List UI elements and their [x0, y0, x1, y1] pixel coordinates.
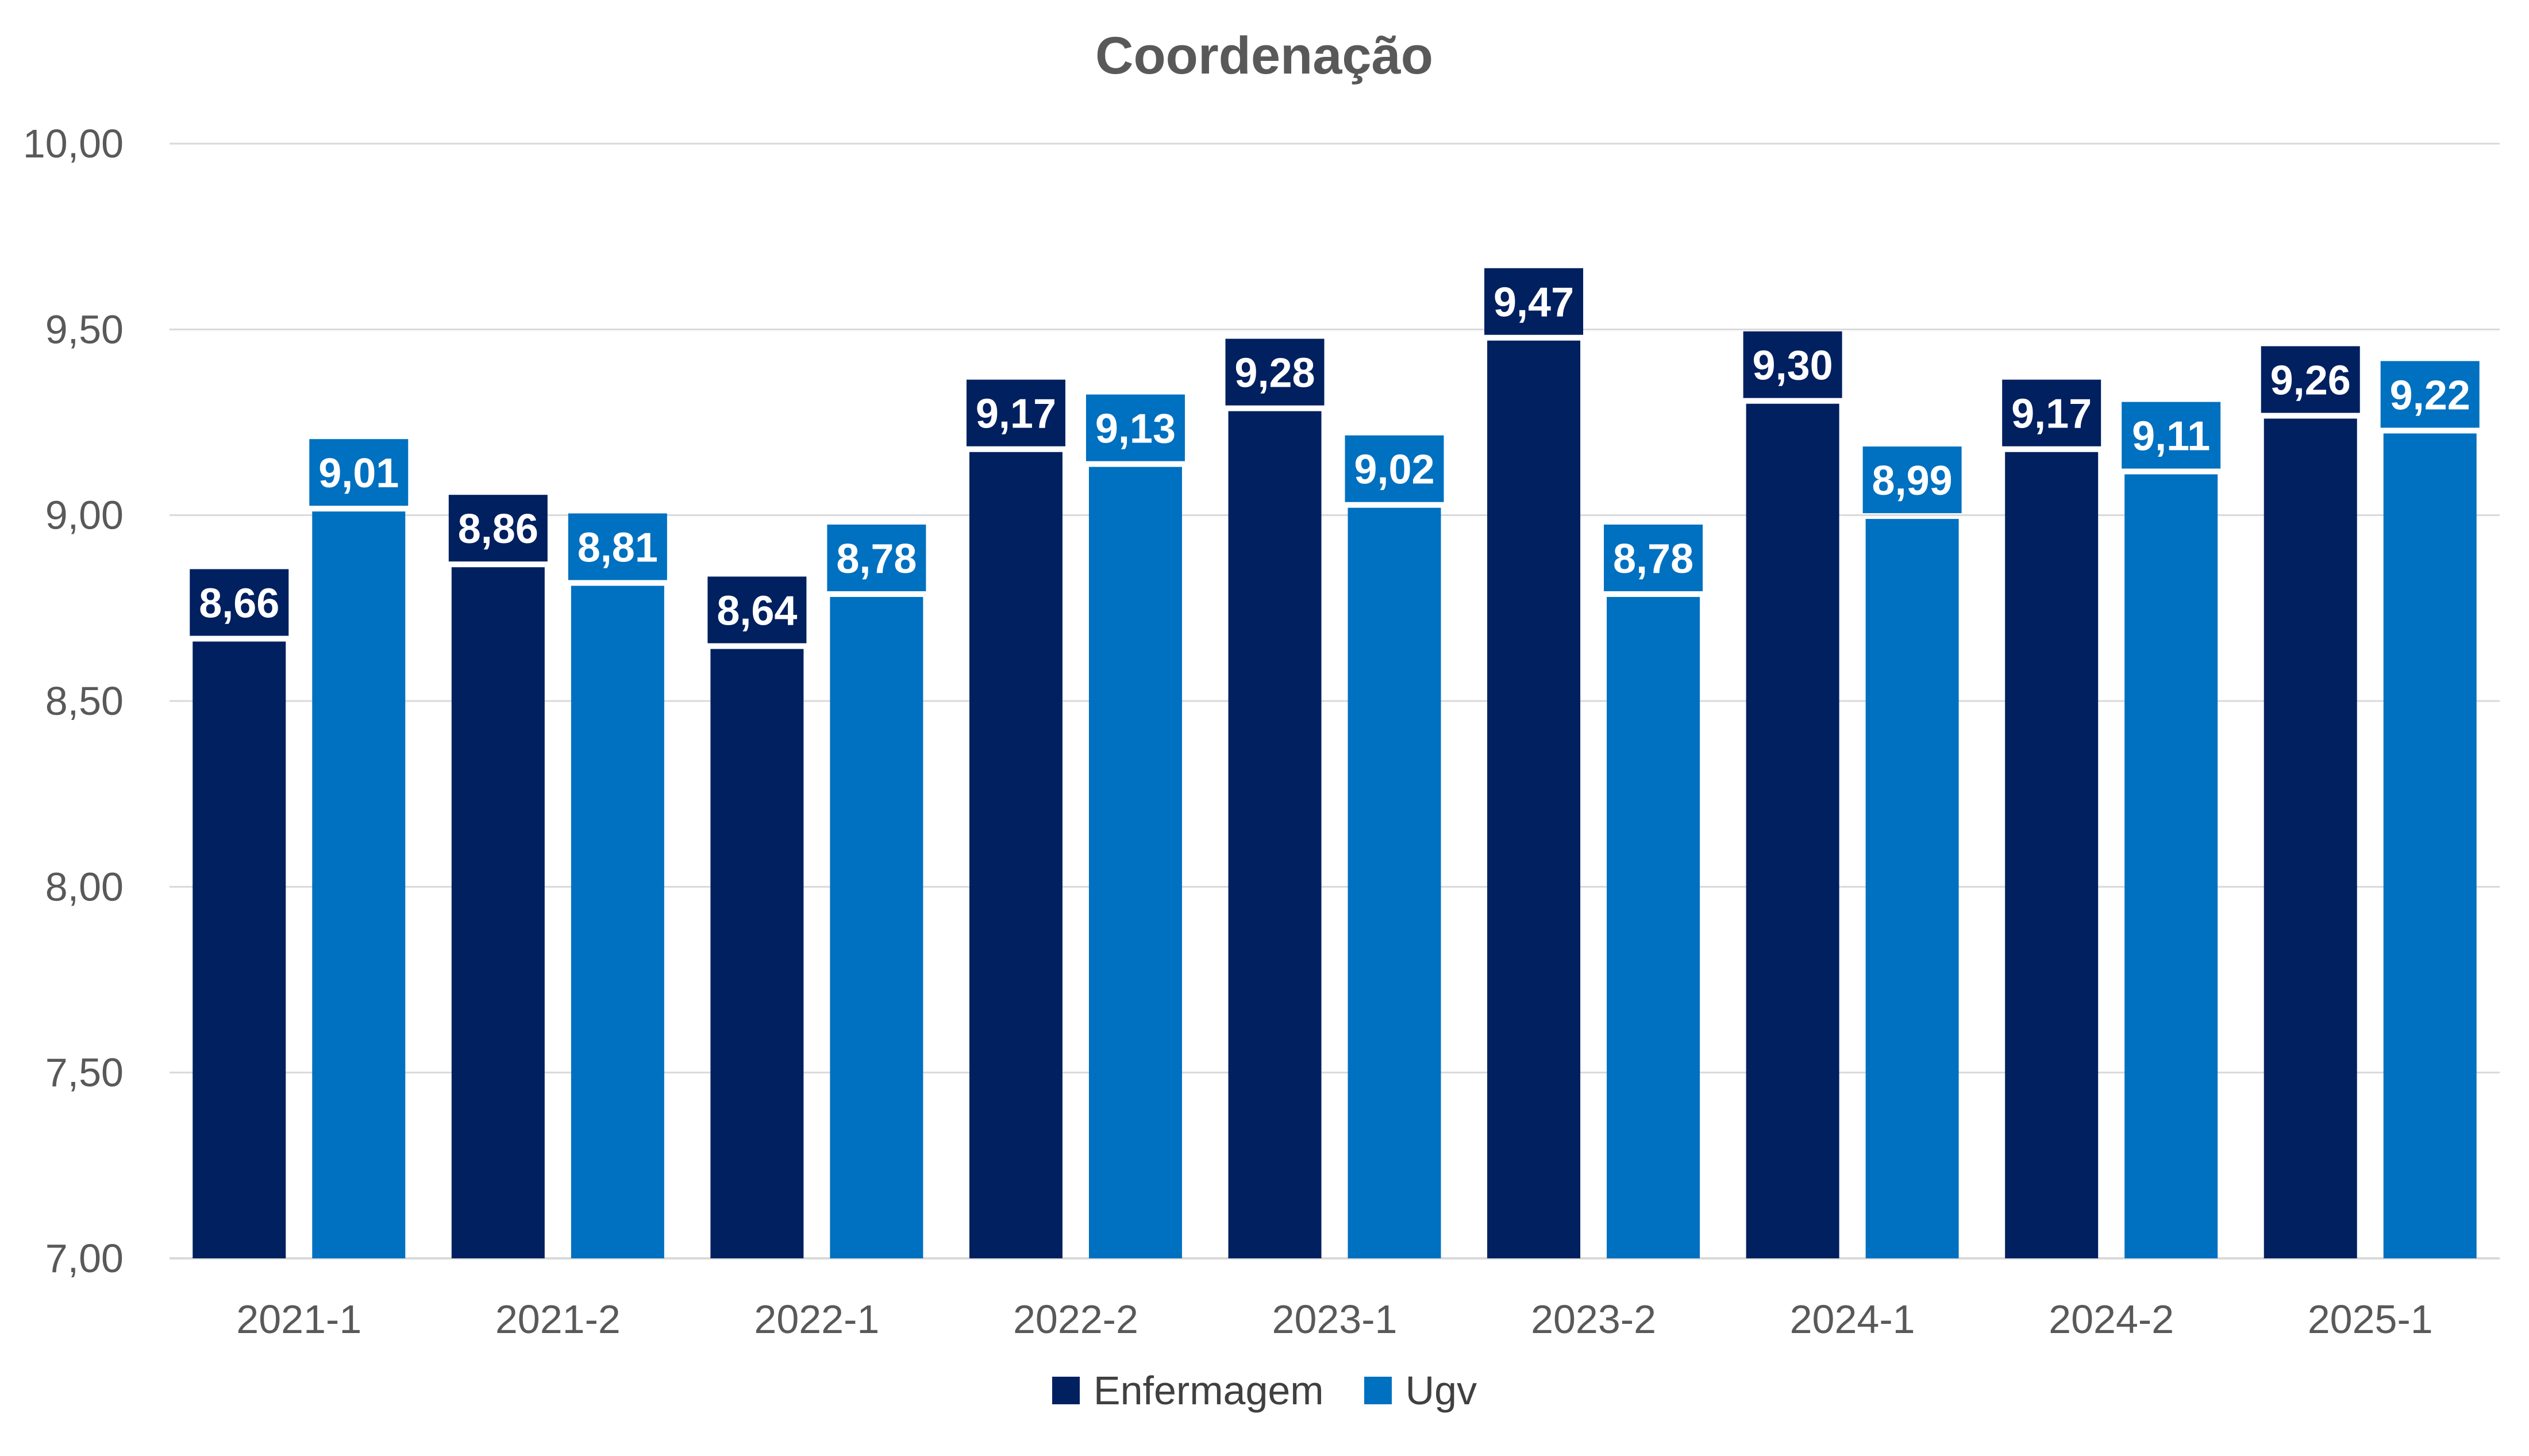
y-tick-label: 9,50 [45, 307, 124, 352]
x-tick-label: 2023-2 [1531, 1297, 1656, 1342]
x-tick-label: 2022-1 [754, 1297, 879, 1342]
y-tick-label: 7,50 [45, 1050, 124, 1095]
bar-enfermagem [710, 649, 804, 1258]
data-label-box [1225, 338, 1325, 406]
data-label: 8,99 [1872, 458, 1953, 504]
bar-ugv [2124, 474, 2218, 1258]
x-tick-label: 2021-2 [495, 1297, 621, 1342]
x-tick-label: 2021-1 [236, 1297, 361, 1342]
data-label-box [2002, 379, 2101, 446]
bar-enfermagem [1746, 403, 1839, 1258]
legend-swatch-enfermagem [1052, 1377, 1080, 1404]
data-label: 9,26 [2270, 358, 2351, 404]
data-label-box [1604, 524, 1703, 591]
legend-item-enfermagem: Enfermagem [1052, 1368, 1324, 1413]
data-label: 8,78 [1613, 536, 1693, 582]
bar-enfermagem [451, 567, 545, 1259]
gridlines [170, 142, 2500, 1259]
legend-label-enfermagem: Enfermagem [1093, 1368, 1324, 1413]
bar-enfermagem [1487, 340, 1581, 1258]
bar-ugv [1088, 467, 1182, 1258]
bars [193, 340, 2477, 1259]
data-label-box [707, 576, 807, 644]
bar-ugv [2383, 433, 2477, 1258]
y-tick-label: 10,00 [23, 121, 124, 166]
bar-enfermagem [969, 452, 1063, 1258]
data-label-box [568, 513, 667, 580]
y-tick-label: 8,00 [45, 864, 124, 909]
data-label-box [1345, 435, 1444, 502]
legend: Enfermagem Ugv [0, 1368, 2529, 1413]
data-label-box [190, 569, 289, 636]
data-label: 8,78 [836, 536, 917, 582]
x-tick-label: 2025-1 [2308, 1297, 2433, 1342]
data-label: 9,11 [2132, 414, 2210, 460]
legend-swatch-ugv [1364, 1377, 1392, 1404]
data-label: 9,28 [1234, 350, 1315, 396]
data-label-box [1484, 268, 1584, 335]
bar-enfermagem [193, 641, 286, 1258]
chart-title: Coordenação [1095, 26, 1433, 85]
x-tick-label: 2023-1 [1272, 1297, 1398, 1342]
data-label: 9,17 [2011, 391, 2092, 437]
legend-label-ugv: Ugv [1405, 1368, 1477, 1413]
bar-enfermagem [2005, 452, 2099, 1258]
data-label-box [309, 439, 409, 506]
legend-item-ugv: Ugv [1364, 1368, 1477, 1413]
y-tick-label: 7,00 [45, 1236, 124, 1281]
bar-ugv [1348, 507, 1441, 1258]
data-label-box [448, 495, 548, 562]
bar-enfermagem [1228, 411, 1322, 1258]
y-tick-label: 9,00 [45, 493, 124, 538]
data-label: 9,13 [1095, 406, 1176, 452]
data-label-box [1862, 446, 1962, 514]
bar-ugv [571, 586, 664, 1258]
data-label-box [827, 524, 926, 591]
data-label-box [966, 379, 1065, 446]
data-label: 9,47 [1493, 280, 1574, 326]
y-axis-ticks: 7,00 7,50 8,00 8,50 9,00 9,50 10,00 [23, 121, 124, 1281]
data-label: 9,17 [976, 391, 1056, 437]
data-label: 8,86 [458, 506, 538, 552]
x-tick-label: 2024-2 [2049, 1297, 2174, 1342]
data-label-box [1743, 331, 1842, 398]
data-label-box [1085, 394, 1185, 461]
bar-ugv [830, 596, 923, 1258]
bar-enfermagem [2264, 418, 2357, 1258]
x-tick-label: 2022-2 [1013, 1297, 1138, 1342]
bar-ugv [1607, 596, 1700, 1258]
data-label: 9,22 [2390, 372, 2470, 418]
bar-ugv [1865, 519, 1959, 1259]
data-label: 8,66 [199, 581, 279, 627]
data-label-box [2380, 361, 2480, 428]
data-label: 8,81 [578, 525, 658, 571]
bar-ugv [312, 511, 406, 1259]
data-label: 9,02 [1354, 447, 1434, 493]
y-tick-label: 8,50 [45, 679, 124, 723]
x-tick-label: 2024-1 [1790, 1297, 1915, 1342]
data-label: 9,30 [1753, 343, 1833, 389]
data-labels: 8,66 9,01 8,86 8,81 8,64 8,78 9,17 9,13 9,28 9,02… [190, 268, 2480, 644]
data-label: 9,01 [318, 450, 399, 496]
data-label-box [2122, 402, 2221, 469]
x-axis-ticks: 2021-1 2021-2 2022-1 2022-2 2023-1 2023-2 2024… [236, 1297, 2432, 1342]
data-label-box [2261, 346, 2360, 413]
data-label: 8,64 [717, 588, 797, 634]
